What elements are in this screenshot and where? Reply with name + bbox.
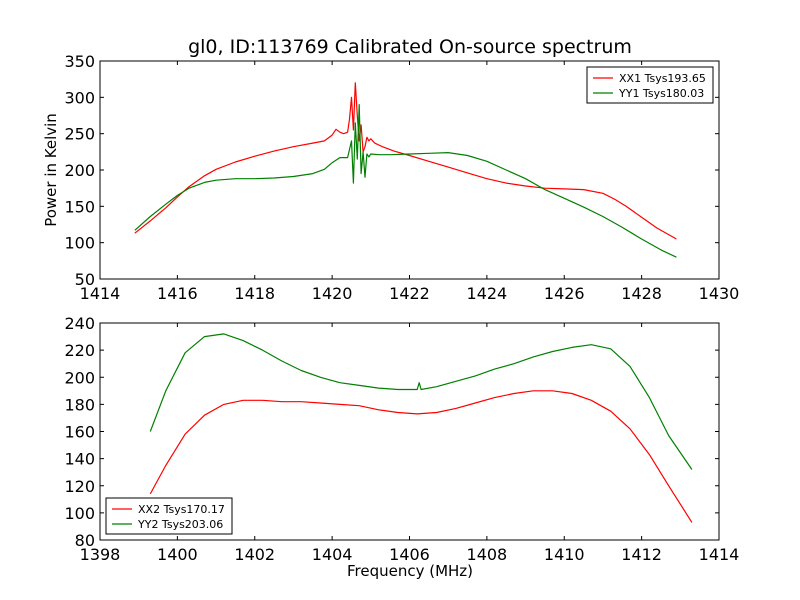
series-line-2 bbox=[134, 103, 677, 258]
series-lines bbox=[134, 82, 677, 258]
axis-ticks: 1414 1416 1418 1420 1422 1424 1426 1428 1430 50 10… bbox=[64, 52, 739, 303]
y-tick-label: 120 bbox=[64, 477, 95, 496]
series-line-1 bbox=[134, 82, 677, 240]
y-tick-label: 100 bbox=[64, 504, 95, 523]
legend-label: YY1 Tsys180.03 bbox=[618, 87, 704, 100]
x-tick-label: 1408 bbox=[467, 545, 508, 564]
x-tick-label: 1418 bbox=[234, 284, 275, 303]
y-tick-label: 200 bbox=[64, 161, 95, 180]
y-tick-label: 50 bbox=[75, 270, 95, 289]
series-lines bbox=[149, 333, 693, 523]
x-tick-label: 1410 bbox=[544, 545, 585, 564]
x-tick-label: 1398 bbox=[80, 545, 121, 564]
x-tick-label: 1400 bbox=[157, 545, 198, 564]
x-tick-label: 1426 bbox=[544, 284, 585, 303]
x-tick-label: 1412 bbox=[621, 545, 662, 564]
legend-label: XX2 Tsys170.17 bbox=[138, 503, 225, 516]
legend: XX2 Tsys170.17 YY2 Tsys203.06 bbox=[105, 497, 233, 535]
x-tick-label: 1424 bbox=[467, 284, 508, 303]
y-tick-label: 250 bbox=[64, 125, 95, 144]
axis-ticks: 1398 1400 1402 1404 1406 1408 1410 1412 1414 80 10… bbox=[64, 314, 739, 564]
y-tick-label: 240 bbox=[64, 314, 95, 333]
x-tick-label: 1422 bbox=[389, 284, 430, 303]
x-tick-label: 1414 bbox=[699, 545, 740, 564]
y-tick-label: 150 bbox=[64, 197, 95, 216]
x-tick-label: 1420 bbox=[312, 284, 353, 303]
legend-box bbox=[586, 66, 714, 104]
top-panel: gl0, ID:113769 Calibrated On-source spec… bbox=[42, 36, 739, 303]
y-tick-label: 160 bbox=[64, 423, 95, 442]
bottom-panel: Frequency (MHz) 1398 1400 1402 1404 1406 1408… bbox=[64, 314, 739, 580]
x-tick-label: 1414 bbox=[80, 284, 121, 303]
x-tick-label: 1406 bbox=[389, 545, 430, 564]
legend-label: YY2 Tsys203.06 bbox=[137, 518, 223, 531]
y-tick-label: 300 bbox=[64, 88, 95, 107]
x-tick-label: 1428 bbox=[621, 284, 662, 303]
legend: XX1 Tsys193.65 YY1 Tsys180.03 bbox=[586, 66, 714, 104]
x-axis-label: Frequency (MHz) bbox=[347, 562, 473, 580]
legend-box bbox=[105, 497, 233, 535]
x-tick-label: 1402 bbox=[234, 545, 275, 564]
y-tick-label: 200 bbox=[64, 368, 95, 387]
x-tick-label: 1430 bbox=[699, 284, 740, 303]
y-tick-label: 180 bbox=[64, 395, 95, 414]
series-line-1 bbox=[149, 390, 693, 523]
y-axis-label: Power in Kelvin bbox=[42, 113, 60, 227]
legend-label: XX1 Tsys193.65 bbox=[619, 72, 706, 85]
y-tick-label: 100 bbox=[64, 234, 95, 253]
x-tick-label: 1404 bbox=[312, 545, 353, 564]
chart-title: gl0, ID:113769 Calibrated On-source spec… bbox=[188, 36, 632, 58]
y-tick-label: 140 bbox=[64, 450, 95, 469]
y-tick-label: 220 bbox=[64, 341, 95, 360]
y-tick-label: 350 bbox=[64, 52, 95, 71]
y-tick-label: 80 bbox=[75, 531, 95, 550]
series-line-2 bbox=[149, 333, 693, 470]
x-tick-label: 1416 bbox=[157, 284, 198, 303]
